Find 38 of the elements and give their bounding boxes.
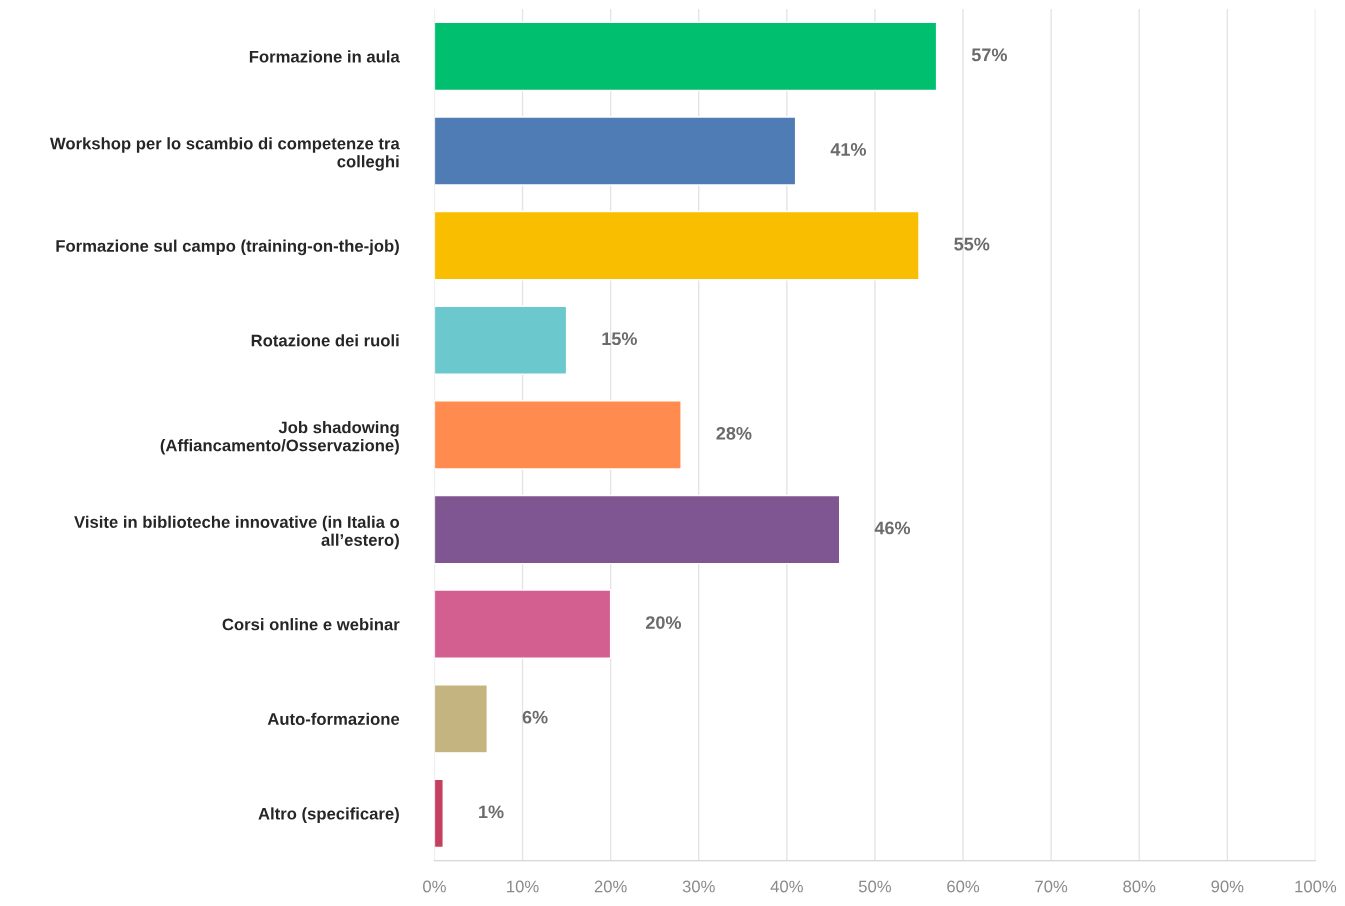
x-tick-label: 60% (947, 880, 980, 893)
y-tick-label: Workshop per lo scambio di competenze tra colleghi (49, 137, 400, 171)
x-tick-label: 30% (682, 880, 715, 893)
data-label: 57% (971, 48, 1007, 62)
x-tick-label: 20% (594, 880, 627, 893)
data-label: 6% (522, 710, 548, 724)
bar (434, 778, 444, 849)
y-tick-label: Job shadowing (Affiancamento/Osservazione) (160, 421, 399, 455)
y-tick-label: Altro (specificare) (258, 807, 399, 823)
bar (434, 210, 920, 281)
x-tick-label: 0% (423, 880, 446, 893)
data-label: 20% (645, 616, 682, 629)
x-tick-label: 40% (770, 880, 803, 893)
bar (434, 494, 841, 565)
bar (434, 116, 797, 186)
data-label: 41% (830, 143, 867, 156)
data-label: 1% (479, 805, 504, 819)
data-label: 15% (602, 332, 637, 346)
y-tick-label: Visite in biblioteche innovative (in Italia o all’estero) (74, 515, 400, 550)
x-tick-label: 70% (1035, 880, 1068, 893)
bar (434, 683, 488, 754)
bar (434, 305, 568, 376)
y-tick-label: Auto-formazione (267, 712, 400, 725)
y-tick-label: Corsi online e webinar (222, 618, 400, 631)
data-label: 46% (874, 521, 911, 535)
y-tick-label: Formazione in aula (249, 50, 400, 63)
data-label: 55% (954, 237, 990, 251)
x-tick-label: 100% (1295, 880, 1337, 893)
y-tick-label: Formazione sul campo (training-on-the-job) (56, 239, 399, 256)
bar (434, 21, 938, 92)
x-tick-label: 50% (858, 880, 892, 893)
data-label: 28% (716, 426, 752, 440)
y-tick-label: Rotazione dei ruoli (251, 334, 399, 347)
x-tick-label: 80% (1123, 880, 1156, 893)
bar (434, 589, 612, 659)
x-tick-label: 10% (507, 880, 539, 893)
x-tick-label: 90% (1211, 880, 1244, 893)
bar (434, 400, 682, 470)
